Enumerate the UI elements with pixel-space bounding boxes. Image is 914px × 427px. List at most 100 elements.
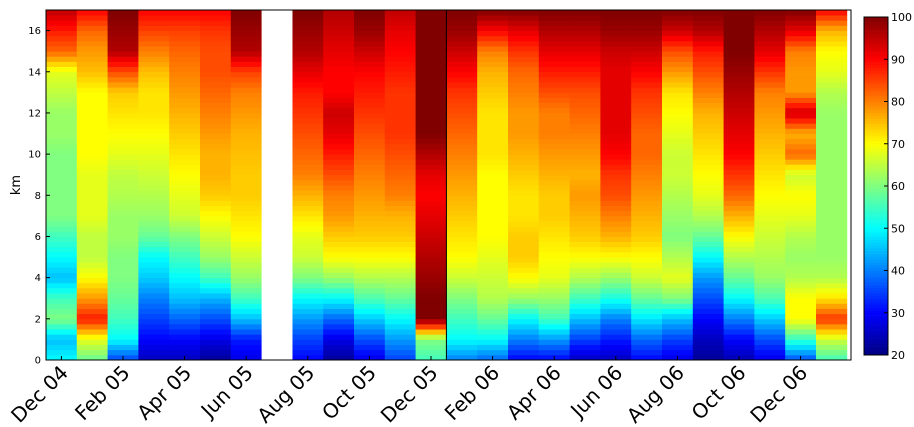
heatmap-cell [446, 123, 478, 129]
heatmap-cell [754, 313, 786, 320]
heatmap-cell [76, 287, 108, 294]
colorbar-segment [864, 186, 888, 190]
heatmap-cell [569, 215, 601, 222]
colorbar-segment [864, 118, 888, 122]
heatmap-cell [508, 308, 540, 315]
heatmap-cell [200, 51, 232, 57]
heatmap-cell [323, 102, 355, 109]
heatmap-cell [816, 282, 848, 289]
heatmap-cell [816, 246, 848, 253]
heatmap-cell [785, 205, 817, 212]
month-column [415, 10, 447, 361]
heatmap-cell [354, 313, 386, 320]
heatmap-cell [354, 221, 386, 227]
heatmap-cell [600, 40, 632, 47]
heatmap-cell [569, 221, 601, 227]
heatmap-cell [292, 15, 324, 21]
heatmap-cell [415, 15, 447, 21]
heatmap-cell [384, 185, 416, 191]
heatmap-cell [76, 107, 108, 114]
month-column [46, 10, 78, 361]
heatmap-cell [292, 102, 324, 109]
heatmap-cell [107, 82, 139, 88]
heatmap-cell [538, 30, 570, 37]
heatmap-cell [200, 318, 232, 325]
heatmap-cell [446, 102, 478, 109]
heatmap-cell [323, 215, 355, 222]
heatmap-cell [292, 329, 324, 335]
heatmap-cell [107, 61, 139, 68]
colorbar-segment [864, 287, 888, 291]
heatmap-cell [107, 293, 139, 299]
heatmap-cell [754, 10, 786, 16]
heatmap-cell [754, 143, 786, 150]
heatmap-cell [508, 329, 540, 335]
heatmap-cell [538, 313, 570, 320]
heatmap-cell [384, 82, 416, 88]
heatmap-cell [446, 20, 478, 26]
heatmap-cell [200, 123, 232, 129]
heatmap-cell [662, 221, 694, 227]
heatmap-cell [477, 154, 509, 160]
heatmap-cell [292, 344, 324, 351]
colorbar-segment [864, 245, 888, 249]
colorbar-segment [864, 329, 888, 333]
heatmap-cell [723, 56, 755, 62]
colorbar-segment [864, 298, 888, 302]
heatmap-cell [569, 318, 601, 325]
heatmap-cell [816, 303, 848, 309]
heatmap-cell [323, 51, 355, 57]
heatmap-cell [46, 241, 78, 248]
heatmap-cell [138, 282, 170, 289]
heatmap-cell [723, 30, 755, 37]
heatmap-cell [292, 92, 324, 98]
heatmap-cell [508, 154, 540, 160]
heatmap-cell [662, 215, 694, 222]
heatmap-cell [569, 277, 601, 284]
heatmap-cell [816, 123, 848, 129]
heatmap-cell [692, 210, 724, 217]
heatmap-cell [785, 169, 817, 176]
heatmap-cell [631, 92, 663, 98]
heatmap-cell [292, 46, 324, 52]
heatmap-cell [446, 231, 478, 237]
heatmap-cell [46, 308, 78, 315]
heatmap-cell [107, 56, 139, 62]
heatmap-cell [692, 123, 724, 129]
heatmap-cell [200, 138, 232, 145]
heatmap-cell [692, 334, 724, 340]
heatmap-cell [816, 262, 848, 268]
heatmap-cell [138, 107, 170, 114]
heatmap-cell [538, 200, 570, 206]
heatmap-cell [138, 35, 170, 42]
colorbar-segment [864, 124, 888, 128]
heatmap-cell [107, 339, 139, 345]
heatmap-cell [323, 159, 355, 165]
heatmap-cell [446, 190, 478, 196]
heatmap-cell [600, 61, 632, 68]
heatmap-cell [384, 174, 416, 181]
heatmap-cell [477, 190, 509, 196]
heatmap-cell [138, 298, 170, 304]
heatmap-cell [384, 87, 416, 93]
heatmap-cell [754, 282, 786, 289]
heatmap-cell [477, 334, 509, 340]
heatmap-cell [816, 66, 848, 73]
month-column [662, 10, 694, 361]
heatmap-cell [200, 102, 232, 109]
heatmap-cell [446, 251, 478, 258]
heatmap-cell [200, 287, 232, 294]
heatmap-cell [384, 205, 416, 212]
heatmap-cell [785, 61, 817, 68]
heatmap-cell [754, 257, 786, 263]
colorbar-segment [864, 149, 888, 153]
heatmap-cell [292, 128, 324, 134]
heatmap-cell [508, 128, 540, 134]
heatmap-cell [538, 272, 570, 279]
colorbar-segment [864, 47, 888, 52]
heatmap-cell [76, 30, 108, 37]
heatmap-cell [169, 282, 201, 289]
colorbar-tick-label: 70 [891, 138, 905, 151]
heatmap-cell [785, 287, 817, 294]
heatmap-cell [200, 221, 232, 227]
